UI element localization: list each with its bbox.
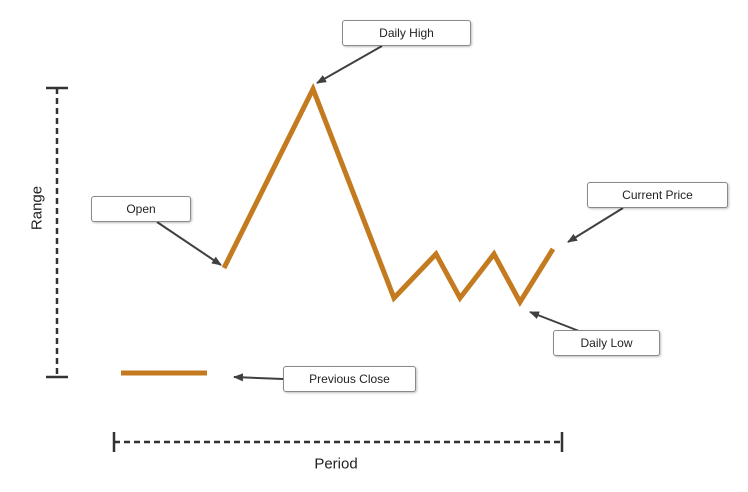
period-axis-label: Period bbox=[314, 455, 358, 473]
current-price-arrow bbox=[567, 207, 624, 243]
current-price-label: Current Price bbox=[587, 182, 728, 208]
daily-high-arrow bbox=[316, 45, 383, 84]
price-line bbox=[221, 82, 556, 307]
period-bracket bbox=[112, 432, 564, 452]
daily-low-label: Daily Low bbox=[553, 330, 660, 356]
daily-high-label: Daily High bbox=[342, 20, 471, 46]
previous-close-label: Previous Close bbox=[283, 366, 416, 392]
open-label: Open bbox=[91, 196, 191, 222]
daily-low-arrow bbox=[529, 311, 580, 332]
previous-close-arrow bbox=[233, 373, 284, 382]
range-axis-label: Range bbox=[28, 185, 46, 231]
range-bracket bbox=[46, 86, 68, 379]
open-arrow bbox=[156, 221, 222, 266]
